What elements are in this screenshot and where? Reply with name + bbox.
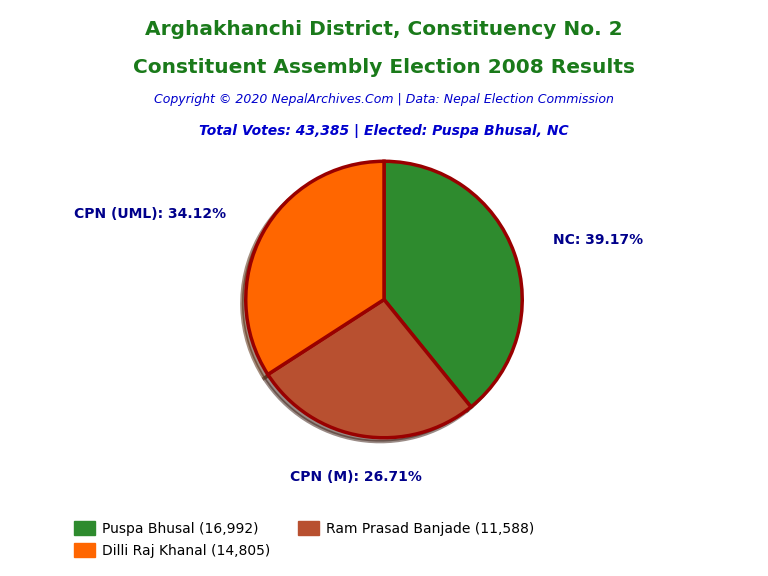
Text: Total Votes: 43,385 | Elected: Puspa Bhusal, NC: Total Votes: 43,385 | Elected: Puspa Bhu… — [199, 124, 569, 138]
Wedge shape — [384, 161, 522, 407]
Wedge shape — [246, 161, 384, 374]
Legend: Puspa Bhusal (16,992), Dilli Raj Khanal (14,805), Ram Prasad Banjade (11,588): Puspa Bhusal (16,992), Dilli Raj Khanal … — [68, 516, 539, 563]
Text: CPN (M): 26.71%: CPN (M): 26.71% — [290, 470, 422, 484]
Text: Constituent Assembly Election 2008 Results: Constituent Assembly Election 2008 Resul… — [133, 58, 635, 77]
Text: Arghakhanchi District, Constituency No. 2: Arghakhanchi District, Constituency No. … — [145, 20, 623, 39]
Text: Copyright © 2020 NepalArchives.Com | Data: Nepal Election Commission: Copyright © 2020 NepalArchives.Com | Dat… — [154, 93, 614, 107]
Wedge shape — [268, 300, 471, 438]
Text: CPN (UML): 34.12%: CPN (UML): 34.12% — [74, 207, 227, 221]
Text: NC: 39.17%: NC: 39.17% — [554, 233, 644, 247]
